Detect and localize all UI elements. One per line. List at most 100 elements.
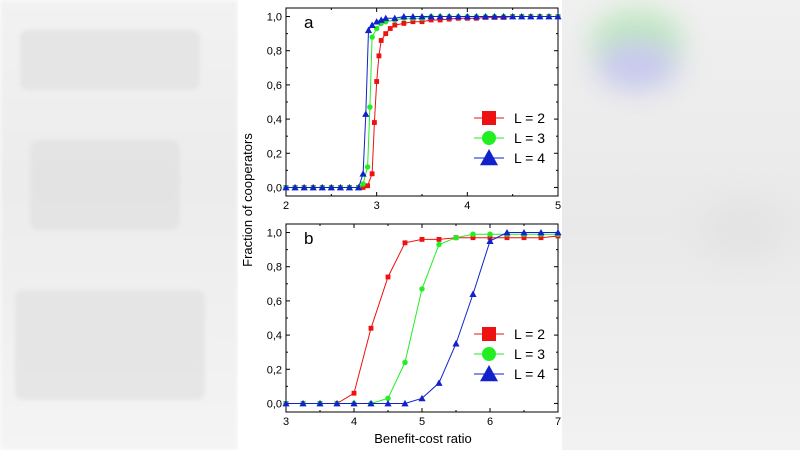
data-point-square xyxy=(387,26,393,31)
data-point-square xyxy=(410,19,416,25)
legend-marker-square xyxy=(482,111,496,125)
data-point-triangle xyxy=(367,399,375,407)
x-tick-label: 7 xyxy=(555,416,561,428)
chart-svg: Fraction of cooperators Benefit-cost rat… xyxy=(240,7,562,446)
data-point-triangle xyxy=(282,183,290,191)
y-tick-label: 0,2 xyxy=(267,148,282,160)
data-point-triangle xyxy=(299,399,307,407)
data-point-circle xyxy=(419,286,425,292)
data-point-triangle xyxy=(309,183,317,191)
data-point-square xyxy=(419,236,425,242)
data-point-triangle xyxy=(316,399,324,407)
data-point-triangle xyxy=(454,12,462,20)
data-point-triangle xyxy=(452,340,460,347)
plot-frame xyxy=(285,223,559,413)
data-point-square xyxy=(385,274,391,280)
x-axis-label: Benefit-cost ratio xyxy=(374,431,472,446)
legend-label: L = 3 xyxy=(514,346,545,362)
x-tick-label: 5 xyxy=(555,200,561,212)
figure: Fraction of cooperators Benefit-cost rat… xyxy=(238,0,562,450)
data-point-triangle xyxy=(527,12,535,20)
data-point-square xyxy=(470,235,476,241)
data-point-triangle xyxy=(537,228,545,236)
data-point-circle xyxy=(373,25,380,32)
y-tick-label: 0,4 xyxy=(267,114,282,126)
data-point-triangle xyxy=(345,183,354,191)
data-point-square xyxy=(378,38,384,43)
data-point-triangle xyxy=(503,228,511,236)
data-point-triangle xyxy=(463,12,471,20)
data-point-square xyxy=(504,235,510,241)
data-point-triangle xyxy=(445,12,453,20)
data-point-triangle xyxy=(554,12,562,20)
data-point-triangle xyxy=(545,12,553,20)
data-point-triangle xyxy=(486,237,494,244)
x-tick-label: 3 xyxy=(374,200,380,212)
panel-b: 0,0 0,2 0,4 0,6 0,8 1,0 3 4 5 6 7 b L = 2 L = 3 L = 4 xyxy=(267,223,562,428)
data-point-triangle xyxy=(500,12,508,20)
y-tick-label: 0,6 xyxy=(267,296,282,308)
data-point-square xyxy=(376,53,382,59)
data-point-triangle xyxy=(368,21,376,28)
legend-label: L = 4 xyxy=(514,366,545,382)
data-point-triangle xyxy=(291,183,299,191)
y-axis-label: Fraction of cooperators xyxy=(240,133,255,267)
data-point-square xyxy=(428,17,434,23)
y-tick-label: 0,8 xyxy=(267,46,282,58)
data-point-triangle xyxy=(318,183,326,191)
data-point-circle xyxy=(436,241,442,248)
data-point-triangle xyxy=(327,183,335,191)
data-point-square xyxy=(521,235,527,241)
data-point-triangle xyxy=(469,290,477,297)
data-point-triangle xyxy=(300,183,308,191)
legend-marker-square xyxy=(482,327,496,341)
y-tick-label: 0,2 xyxy=(267,364,282,376)
data-point-circle xyxy=(487,231,493,237)
data-point-triangle xyxy=(391,14,399,22)
y-tick-label: 0,0 xyxy=(267,182,282,194)
legend-label: L = 2 xyxy=(514,326,545,342)
data-point-triangle xyxy=(401,399,409,407)
y-tick-label: 1,0 xyxy=(267,228,282,240)
data-point-triangle xyxy=(400,12,408,20)
data-point-triangle xyxy=(373,18,381,25)
data-point-triangle xyxy=(518,12,526,20)
data-point-triangle xyxy=(520,228,528,236)
y-tick-label: 0,6 xyxy=(267,80,282,92)
data-point-triangle xyxy=(490,12,499,20)
data-point-square xyxy=(351,390,357,396)
legend-label: L = 3 xyxy=(514,130,545,146)
data-point-triangle xyxy=(554,228,562,236)
plot-frame xyxy=(285,7,559,197)
x-tick-label: 4 xyxy=(464,200,470,212)
data-point-triangle xyxy=(481,12,490,20)
legend-marker-circle xyxy=(482,131,496,145)
data-point-triangle xyxy=(354,183,363,191)
y-tick-label: 0,0 xyxy=(267,398,282,410)
data-point-triangle xyxy=(359,170,367,177)
data-point-circle xyxy=(453,234,459,241)
data-point-square xyxy=(383,31,389,37)
data-point-triangle xyxy=(333,399,341,407)
panel-a: 0,0 0,2 0,4 0,6 0,8 1,0 2 3 4 5 a L = 2 L = 3 L = 4 xyxy=(267,7,562,212)
data-point-triangle xyxy=(427,12,435,20)
y-tick-label: 0,8 xyxy=(267,262,282,274)
data-point-square xyxy=(360,185,366,190)
data-point-circle xyxy=(402,359,408,366)
data-point-triangle xyxy=(409,12,417,20)
data-point-circle xyxy=(367,104,373,110)
data-point-triangle xyxy=(509,12,517,20)
data-point-circle xyxy=(360,181,366,187)
data-point-triangle xyxy=(418,394,426,402)
background-right xyxy=(562,0,800,450)
data-point-triangle xyxy=(382,14,390,22)
data-point-triangle xyxy=(384,399,392,407)
background-left xyxy=(0,0,238,450)
data-point-square xyxy=(371,120,377,125)
data-point-triangle xyxy=(536,12,544,20)
data-point-triangle xyxy=(336,183,344,191)
data-point-circle xyxy=(364,164,371,170)
data-point-triangle xyxy=(472,12,480,20)
panel-label: b xyxy=(304,229,313,248)
data-point-square xyxy=(419,19,425,25)
